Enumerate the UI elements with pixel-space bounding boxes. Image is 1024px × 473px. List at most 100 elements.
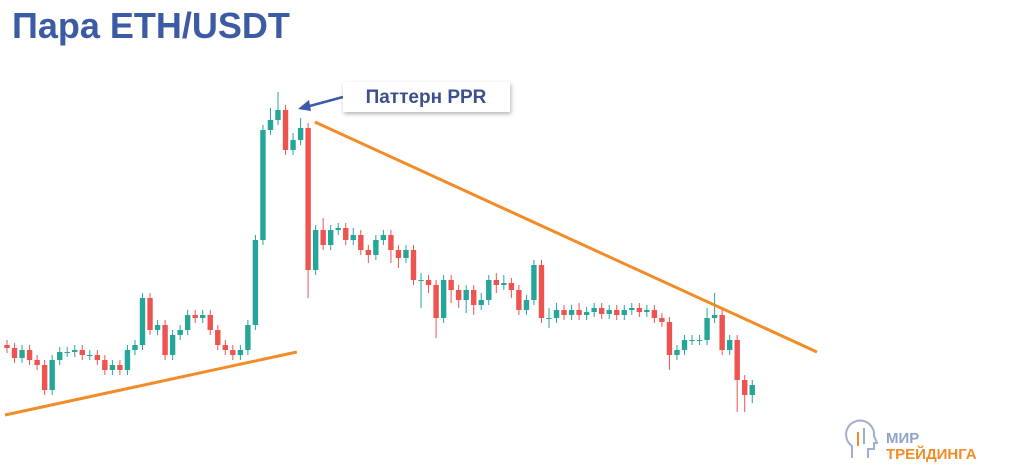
candle-body [64, 352, 70, 353]
candle-body [11, 348, 18, 358]
candle-body [621, 310, 627, 315]
candle-body [305, 128, 311, 270]
candle-body [350, 235, 356, 240]
candle-body [734, 340, 740, 380]
candle-body [463, 290, 469, 300]
candle-body [373, 240, 379, 255]
candle-body [19, 350, 25, 358]
candle-body [117, 365, 123, 370]
candle-body [614, 310, 620, 315]
candle-body [297, 128, 304, 140]
candle-body [124, 350, 131, 370]
candle-body [659, 318, 665, 322]
candle-body [568, 310, 575, 315]
candle-body [561, 310, 567, 315]
candle-body [215, 330, 221, 345]
candle-body [343, 228, 349, 240]
candle-body [237, 350, 244, 355]
candle-body [94, 355, 101, 360]
candle-body [72, 350, 78, 352]
candle-body [358, 235, 364, 250]
candle-body [102, 360, 108, 370]
candle-body [139, 298, 146, 345]
candle-body [719, 315, 725, 350]
candle-body [312, 230, 319, 270]
candle-body [689, 340, 695, 341]
logo-text: ТРЕЙДИНГА [886, 445, 977, 463]
candle-body [169, 335, 176, 355]
logo-text: МИР [886, 430, 919, 447]
candle-body [425, 280, 432, 285]
candle-body [4, 345, 10, 348]
candle-body [681, 340, 688, 350]
candle-body [275, 110, 281, 120]
candle-body [696, 340, 703, 341]
candle-body [644, 310, 650, 312]
candle-body [471, 290, 477, 305]
plot [4, 92, 818, 417]
candle-body [501, 283, 507, 285]
annotation: Паттерн PPR [366, 87, 487, 108]
candle-body [433, 285, 439, 318]
candle-body [629, 308, 635, 310]
candle-body [403, 250, 409, 258]
candle-body [591, 308, 597, 312]
candle-body [674, 350, 680, 355]
candle-body [598, 308, 605, 314]
candle-body [606, 310, 612, 314]
candle-body [395, 250, 402, 258]
candle-body [154, 325, 161, 330]
candle-body [222, 345, 229, 350]
candle-body [418, 280, 424, 281]
arrow [305, 95, 344, 109]
candle-body [493, 280, 500, 285]
candle-body [320, 230, 326, 245]
candle-body [252, 240, 259, 325]
candle-body [49, 360, 55, 390]
candle-body [79, 350, 85, 355]
candle-body [553, 310, 560, 318]
candle-body [749, 385, 755, 395]
candle-body [34, 360, 40, 365]
candle-body [162, 325, 168, 355]
candle-body [583, 312, 590, 315]
candle-body [742, 380, 748, 395]
candle-body [508, 283, 515, 290]
candle-body [455, 290, 462, 300]
candle-body [666, 322, 673, 355]
candle-body [478, 300, 484, 305]
candle-body [410, 250, 417, 280]
candle-body [711, 315, 718, 318]
candle-body [260, 130, 266, 240]
candle-body [388, 235, 394, 250]
candle-body [207, 315, 213, 330]
chart-title: Пара ETH/USDT [12, 5, 290, 46]
candle-body [327, 230, 334, 245]
candle-body [726, 340, 733, 350]
candle-body [87, 355, 93, 356]
candle-body [335, 228, 341, 230]
candle-body [516, 290, 522, 310]
candle-body [365, 250, 372, 255]
candle-body [26, 350, 33, 360]
candle-body [651, 310, 658, 318]
candle-body [192, 315, 198, 318]
candle-body [704, 318, 710, 340]
candle-body [245, 325, 251, 350]
candle-body [230, 350, 236, 355]
candle-body [538, 265, 545, 318]
arrow-head [298, 100, 311, 111]
candle-body [523, 300, 530, 310]
logo-icon [845, 419, 879, 458]
trend-line [314, 120, 818, 354]
candle-body [177, 330, 183, 335]
candle-body [576, 310, 582, 315]
candle-body [380, 235, 387, 240]
candle-body [636, 308, 643, 312]
candle-body [267, 120, 274, 130]
candle-body [282, 110, 289, 150]
candle-body [486, 280, 492, 300]
annotation-box [343, 82, 510, 112]
candle-body [290, 140, 296, 150]
